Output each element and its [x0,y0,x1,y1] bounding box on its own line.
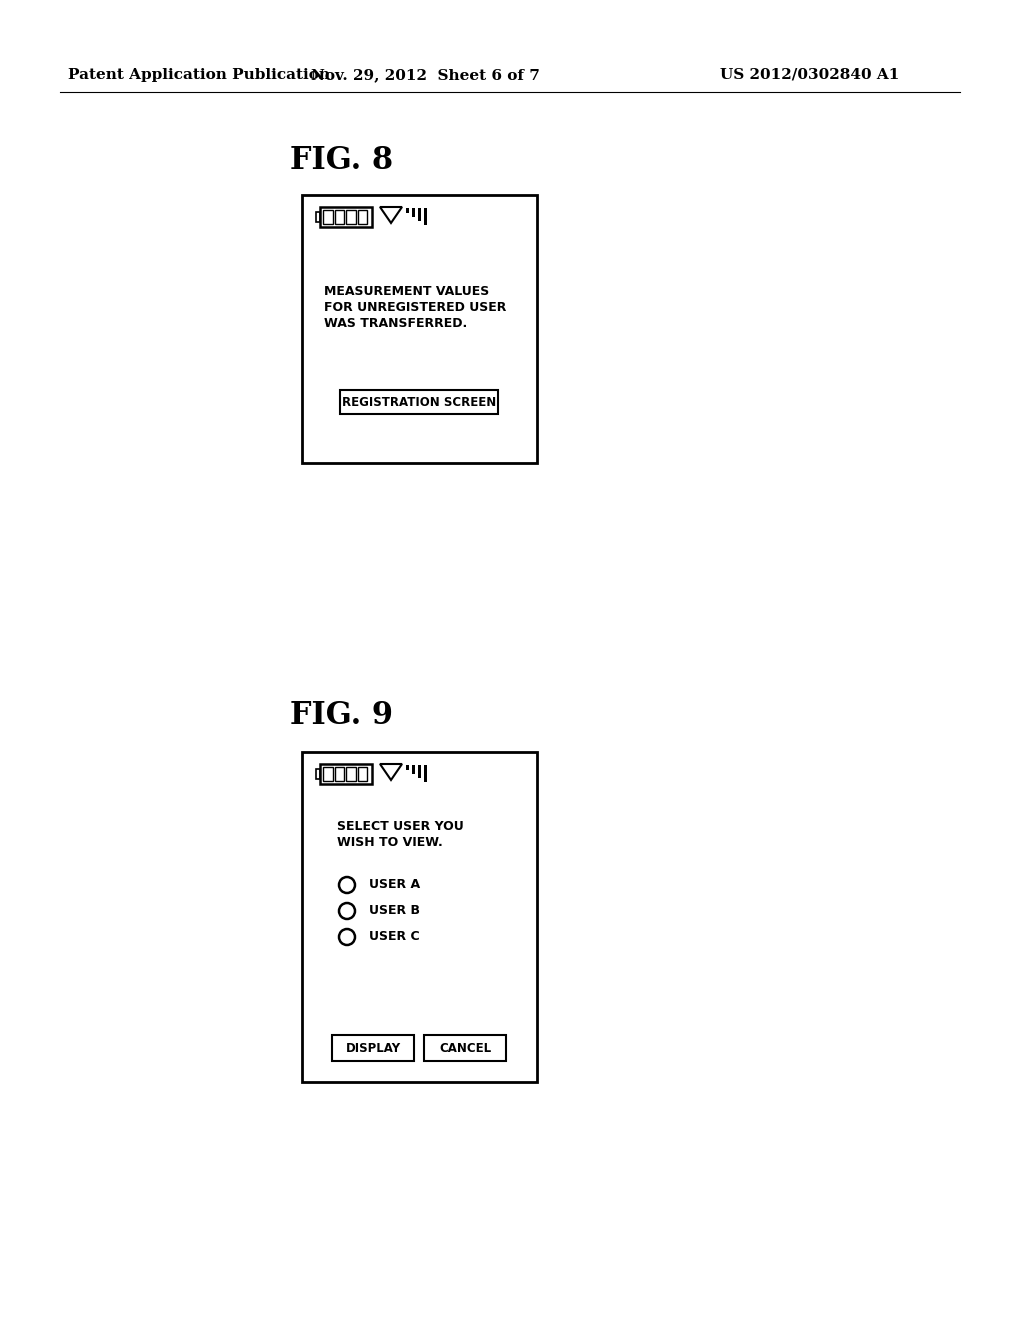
Bar [335,767,344,781]
Text: FIG. 8: FIG. 8 [290,145,393,176]
Text: US 2012/0302840 A1: US 2012/0302840 A1 [720,69,899,82]
Bar [418,209,421,220]
Text: MEASUREMENT VALUES: MEASUREMENT VALUES [324,285,489,298]
Bar [316,770,319,779]
Bar [418,766,421,777]
Text: USER B: USER B [369,904,420,917]
Bar [346,210,355,224]
Bar [406,766,409,770]
Bar [316,213,319,222]
Bar [302,195,537,463]
Bar [340,389,498,414]
Bar [319,207,372,227]
Text: SELECT USER YOU: SELECT USER YOU [337,820,464,833]
Bar [357,210,367,224]
Text: USER A: USER A [369,879,420,891]
Text: Patent Application Publication: Patent Application Publication [68,69,330,82]
Bar [406,209,409,213]
Text: USER C: USER C [369,931,420,944]
Bar [412,209,415,216]
Bar [302,752,537,1082]
Text: Nov. 29, 2012  Sheet 6 of 7: Nov. 29, 2012 Sheet 6 of 7 [310,69,540,82]
Bar [323,767,333,781]
Text: FIG. 9: FIG. 9 [290,700,393,731]
Bar [332,1035,414,1061]
Bar [319,764,372,784]
Bar [346,767,355,781]
Bar [424,1035,506,1061]
Bar [424,766,427,781]
Bar [357,767,367,781]
Bar [412,766,415,774]
Bar [323,210,333,224]
Text: WISH TO VIEW.: WISH TO VIEW. [337,836,442,849]
Text: DISPLAY: DISPLAY [345,1041,400,1055]
Text: REGISTRATION SCREEN: REGISTRATION SCREEN [342,396,496,408]
Bar [424,209,427,224]
Text: CANCEL: CANCEL [439,1041,492,1055]
Bar [335,210,344,224]
Text: WAS TRANSFERRED.: WAS TRANSFERRED. [324,317,467,330]
Text: FOR UNREGISTERED USER: FOR UNREGISTERED USER [324,301,507,314]
